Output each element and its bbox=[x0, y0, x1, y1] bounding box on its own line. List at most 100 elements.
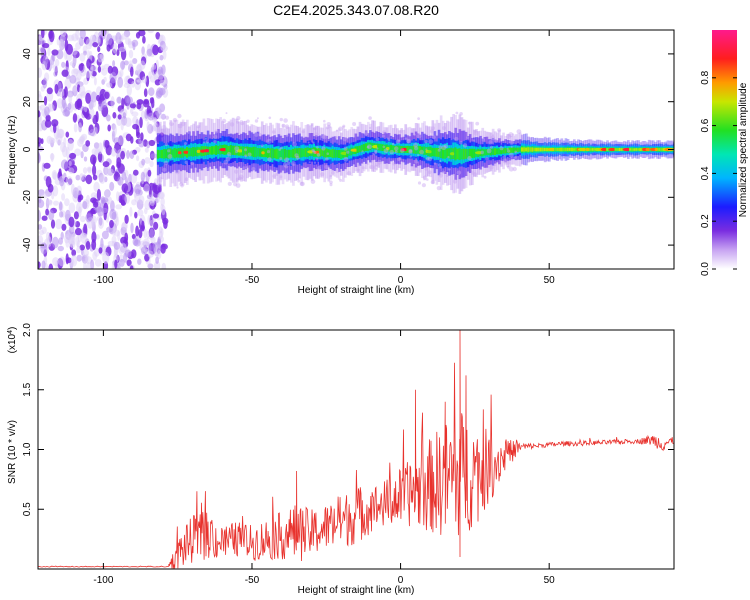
band-hotspot bbox=[601, 147, 608, 152]
noise-speckle bbox=[126, 96, 133, 105]
noise-speckle bbox=[50, 137, 56, 144]
band-halo-speckle bbox=[424, 139, 428, 144]
band-halo-speckle bbox=[284, 164, 289, 169]
band-cell bbox=[483, 149, 487, 156]
noise-speckle bbox=[149, 97, 154, 104]
band-cell bbox=[606, 148, 609, 151]
noise-speckle bbox=[77, 240, 81, 248]
band-cell bbox=[485, 149, 489, 156]
noise-speckle bbox=[143, 100, 150, 108]
band-halo-speckle bbox=[509, 140, 514, 145]
noise-speckle bbox=[138, 228, 143, 239]
band-halo-speckle bbox=[474, 129, 477, 133]
noise-speckle bbox=[77, 196, 82, 203]
noise-speckle bbox=[71, 183, 75, 196]
noise-speckle bbox=[93, 247, 100, 257]
noise-speckle bbox=[72, 86, 78, 92]
noise-speckle bbox=[120, 33, 127, 40]
noise-speckle bbox=[89, 129, 96, 137]
noise-speckle bbox=[113, 253, 119, 263]
noise-speckle bbox=[120, 150, 125, 160]
band-cell bbox=[496, 148, 499, 155]
snr-x-tick-label: -50 bbox=[245, 575, 260, 586]
noise-speckle bbox=[90, 197, 97, 203]
band-halo-speckle bbox=[297, 179, 301, 183]
band-cell bbox=[156, 149, 160, 159]
band-halo-speckle bbox=[190, 161, 194, 166]
noise-speckle bbox=[80, 232, 88, 244]
band-halo-speckle bbox=[225, 156, 231, 162]
noise-speckle bbox=[158, 184, 162, 194]
band-halo-speckle bbox=[511, 133, 515, 136]
band-halo-speckle bbox=[416, 133, 422, 139]
band-halo-speckle bbox=[514, 150, 517, 154]
band-cell bbox=[464, 148, 468, 159]
noise-speckle bbox=[43, 162, 51, 169]
band-cell bbox=[520, 147, 524, 152]
band-cell bbox=[161, 149, 164, 159]
band-halo-speckle bbox=[395, 139, 400, 144]
band-cell bbox=[267, 148, 270, 159]
band-halo-speckle bbox=[510, 145, 513, 148]
band-halo-speckle bbox=[507, 149, 511, 153]
noise-speckle bbox=[92, 98, 97, 108]
noise-speckle bbox=[90, 215, 97, 225]
noise-speckle bbox=[76, 70, 82, 81]
noise-speckle bbox=[43, 96, 48, 106]
band-halo-speckle bbox=[313, 161, 317, 164]
noise-speckle bbox=[103, 76, 107, 83]
noise-speckle bbox=[93, 201, 99, 208]
noise-speckle bbox=[116, 157, 122, 167]
noise-speckle bbox=[120, 60, 126, 70]
band-halo-speckle bbox=[312, 150, 316, 153]
band-cell bbox=[171, 149, 175, 158]
noise-speckle bbox=[91, 148, 99, 156]
band-halo-speckle bbox=[473, 172, 478, 177]
noise-speckle bbox=[136, 155, 140, 162]
band-halo-speckle bbox=[361, 166, 365, 170]
band-cell bbox=[337, 150, 341, 158]
band-halo-speckle bbox=[283, 162, 288, 167]
noise-speckle bbox=[41, 30, 45, 39]
snr-y-label: SNR (10 * v/v) bbox=[7, 420, 18, 484]
band-halo-speckle bbox=[422, 175, 428, 180]
noise-speckle bbox=[120, 199, 125, 206]
band-halo-speckle bbox=[234, 169, 239, 174]
band-halo-speckle bbox=[214, 129, 219, 134]
band-halo-speckle bbox=[374, 149, 378, 153]
noise-speckle bbox=[98, 142, 103, 155]
band-halo-speckle bbox=[204, 137, 207, 140]
band-halo-speckle bbox=[447, 167, 451, 171]
noise-speckle bbox=[126, 259, 132, 267]
band-halo-speckle bbox=[179, 182, 184, 187]
band-cell bbox=[439, 147, 443, 158]
band-halo-speckle bbox=[291, 161, 296, 166]
band-cell bbox=[431, 147, 435, 157]
band-halo-speckle bbox=[512, 166, 517, 172]
band-halo-speckle bbox=[326, 152, 330, 155]
band-halo-speckle bbox=[346, 150, 350, 154]
band-halo-speckle bbox=[369, 165, 374, 170]
snr-x-tick-label: 0 bbox=[398, 575, 404, 586]
noise-speckle bbox=[109, 71, 117, 84]
band-cell bbox=[446, 148, 449, 158]
band-cell bbox=[414, 145, 418, 154]
band-cell bbox=[541, 147, 545, 152]
noise-speckle bbox=[93, 142, 100, 149]
band-halo-speckle bbox=[426, 178, 429, 181]
band-cell bbox=[545, 147, 549, 152]
noise-speckle bbox=[160, 45, 168, 52]
band-halo-speckle bbox=[329, 183, 333, 187]
band-cell bbox=[277, 148, 281, 159]
noise-speckle bbox=[38, 235, 44, 246]
band-halo-speckle bbox=[267, 157, 272, 162]
band-cell bbox=[269, 148, 272, 159]
noise-speckle bbox=[106, 226, 113, 233]
band-halo-speckle bbox=[184, 142, 187, 145]
band-halo-speckle bbox=[397, 139, 401, 143]
noise-speckle bbox=[149, 219, 154, 229]
noise-speckle bbox=[61, 97, 66, 109]
band-halo-speckle bbox=[163, 160, 169, 166]
noise-speckle bbox=[38, 224, 43, 230]
